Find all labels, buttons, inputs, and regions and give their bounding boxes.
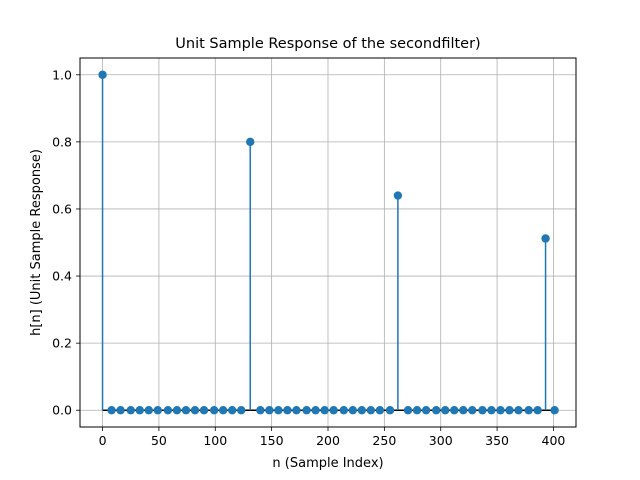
stem-marker bbox=[550, 406, 559, 415]
y-tick-label: 0.0 bbox=[52, 403, 72, 418]
x-axis-label: n (Sample Index) bbox=[272, 456, 383, 471]
markers bbox=[98, 70, 559, 415]
x-tick-label: 300 bbox=[429, 433, 453, 448]
stem-marker bbox=[227, 406, 237, 415]
stem-marker bbox=[339, 406, 348, 415]
stem-marker bbox=[246, 137, 255, 147]
stem-marker bbox=[181, 406, 191, 415]
x-tick-label: 50 bbox=[151, 433, 167, 448]
stem-marker bbox=[199, 406, 209, 415]
stem-marker bbox=[487, 406, 496, 415]
stem-marker bbox=[459, 406, 468, 415]
y-tick-label: 0.4 bbox=[52, 269, 72, 284]
stem-marker bbox=[357, 406, 367, 415]
stem-marker bbox=[311, 406, 320, 415]
stem-marker bbox=[98, 70, 107, 79]
stem-marker bbox=[478, 406, 487, 415]
y-axis-label: h[n] (Unit Sample Response) bbox=[29, 149, 44, 336]
stem-marker bbox=[144, 406, 153, 415]
stem-marker bbox=[274, 406, 283, 415]
stem-marker bbox=[283, 406, 292, 415]
stem-marker bbox=[209, 406, 219, 415]
y-ticks: 0.0 0.2 0.4 0.6 0.8 1.0 bbox=[52, 67, 80, 418]
stem-marker bbox=[256, 406, 265, 415]
stem-marker bbox=[533, 406, 542, 415]
stem-marker bbox=[496, 406, 505, 415]
stem-marker bbox=[172, 406, 182, 415]
stem-marker bbox=[366, 406, 376, 415]
stem-marker bbox=[524, 406, 533, 415]
stem-marker bbox=[292, 406, 301, 415]
x-ticks: 0 50 100 150 200 250 300 350 400 bbox=[99, 427, 566, 448]
stem-marker bbox=[302, 406, 311, 415]
stem-marker bbox=[265, 406, 274, 415]
x-tick-label: 350 bbox=[485, 433, 509, 448]
stem-marker bbox=[421, 406, 431, 415]
stem-marker bbox=[450, 406, 459, 415]
stem-marker bbox=[385, 406, 395, 415]
stem-marker bbox=[163, 406, 173, 415]
stem-marker bbox=[329, 406, 338, 415]
stem-marker bbox=[135, 406, 144, 415]
stem-marker bbox=[393, 191, 403, 200]
stems bbox=[101, 74, 547, 411]
y-tick-label: 0.8 bbox=[52, 134, 72, 149]
chart-title: Unit Sample Response of the secondfilter… bbox=[175, 36, 480, 52]
stem-marker bbox=[218, 406, 228, 415]
stem-marker bbox=[116, 406, 125, 415]
y-tick-label: 0.6 bbox=[52, 201, 72, 216]
grid bbox=[80, 58, 576, 427]
stem-marker bbox=[505, 406, 514, 415]
x-tick-label: 200 bbox=[316, 433, 340, 448]
stem-marker bbox=[153, 406, 162, 415]
stem-marker bbox=[468, 406, 477, 415]
stem-marker bbox=[541, 234, 550, 243]
stem-marker bbox=[190, 406, 200, 415]
y-tick-label: 0.2 bbox=[52, 336, 72, 351]
stem-marker bbox=[412, 406, 422, 415]
x-tick-label: 250 bbox=[372, 433, 396, 448]
y-tick-label: 1.0 bbox=[52, 67, 72, 82]
stem-marker bbox=[441, 406, 450, 415]
stem-marker bbox=[432, 406, 441, 415]
stem-marker bbox=[320, 406, 329, 415]
x-tick-label: 100 bbox=[203, 433, 227, 448]
stem-marker bbox=[107, 406, 116, 415]
x-tick-label: 400 bbox=[542, 433, 566, 448]
stem-marker bbox=[348, 406, 357, 415]
stem-marker bbox=[403, 406, 413, 415]
stem-marker bbox=[514, 406, 523, 415]
stem-marker bbox=[126, 406, 135, 415]
stem-marker bbox=[237, 406, 246, 415]
x-tick-label: 150 bbox=[260, 433, 284, 448]
stem-marker bbox=[375, 406, 385, 415]
x-tick-label: 0 bbox=[99, 433, 107, 448]
